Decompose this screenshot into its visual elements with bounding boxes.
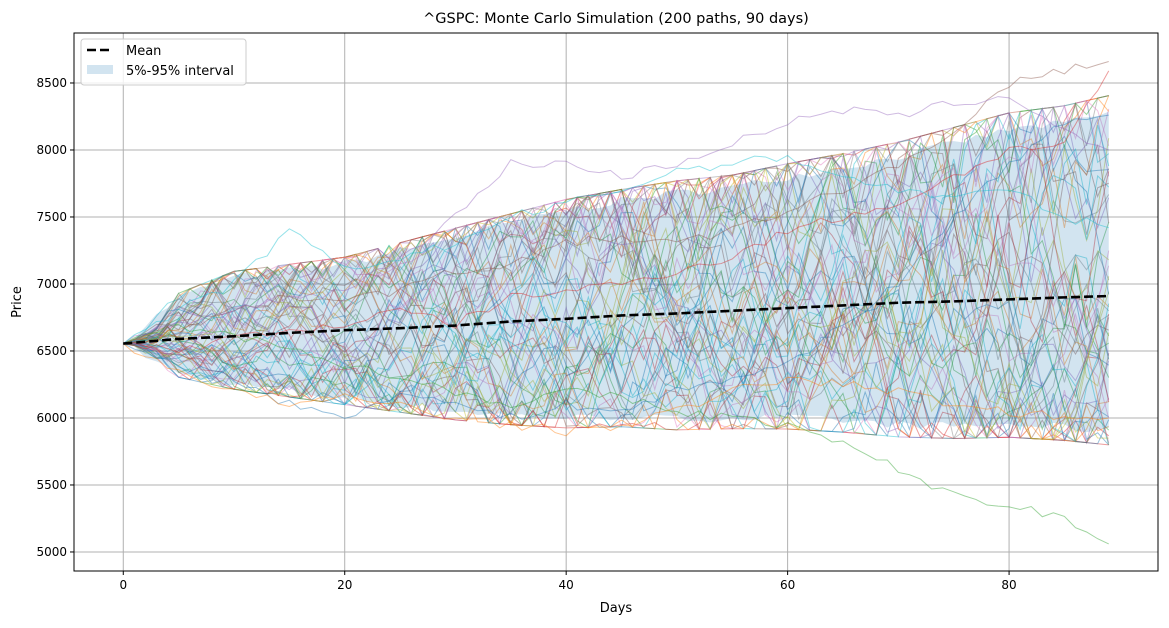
simulation-path [123,173,1110,430]
simulation-path [123,279,1109,446]
simulation-path [123,146,1110,406]
x-axis-label: Days [600,601,633,616]
interval-band [123,111,1109,433]
grid [74,33,1158,571]
simulation-path [123,152,1110,441]
y-tick-label: 6500 [36,344,67,358]
simulation-path [123,103,1110,431]
simulation-path [123,95,1109,379]
simulation-path [123,163,1110,388]
simulation-path [123,232,1110,443]
y-axis-label: Price [10,286,25,318]
simulation-path [123,129,1109,414]
x-tick-label: 80 [1001,578,1016,592]
simulation-path [123,156,1110,419]
mean-line [123,294,1109,345]
simulation-path [123,106,1110,425]
legend-band-label: 5%-95% interval [126,64,234,79]
simulation-path [123,112,1110,430]
simulation-path [123,305,1109,441]
simulation-path [123,208,1110,446]
highlighted-paths [122,61,1110,545]
simulation-path [123,70,1110,354]
simulation-path [123,173,1110,444]
legend: Mean 5%-95% interval [80,38,247,86]
simulation-path [123,114,1110,400]
simulation-path [123,241,1110,440]
y-tick-label: 8000 [36,143,67,157]
simulation-path [123,208,1110,421]
simulation-paths [123,95,1110,446]
simulation-path [123,135,1109,439]
simulation-path [123,108,1110,438]
x-tick-label: 0 [119,578,127,592]
simulation-path [123,114,1109,420]
simulation-path [123,277,1110,443]
simulation-path [123,256,1110,444]
simulation-path [123,95,1109,364]
simulation-path [123,143,1109,362]
simulation-path [123,168,1110,416]
simulation-path [123,162,1110,440]
simulation-path [122,154,1109,344]
plot-frame [73,32,1159,572]
simulation-path [123,99,1110,363]
simulation-path [123,168,1109,439]
simulation-path [123,162,1110,383]
simulation-path [123,324,1109,545]
simulation-path [123,153,1110,441]
simulation-path [123,204,1110,440]
y-tick-label: 7000 [36,277,67,291]
legend-band-swatch [87,65,113,74]
simulation-path [123,171,1110,430]
simulation-path [123,100,1110,345]
chart-title: ^GSPC: Monte Carlo Simulation (200 paths… [423,11,809,27]
simulation-path [123,180,1110,436]
simulation-path [123,139,1110,445]
x-tick-label: 40 [559,578,574,592]
simulation-path [123,210,1109,443]
simulation-path [123,172,1109,443]
simulation-path [123,100,1110,382]
x-tick-label: 60 [780,578,795,592]
y-tick-label: 6000 [36,411,67,425]
legend-mean-label: Mean [126,44,161,59]
simulation-path [123,196,1110,444]
simulation-path [123,165,1110,446]
y-tick-label: 8500 [36,76,67,90]
simulation-path [122,343,1109,437]
simulation-path [123,117,1109,425]
simulation-path [123,109,1110,412]
x-tick-label: 20 [337,578,352,592]
simulation-path [123,95,1110,384]
simulation-path [123,172,1110,440]
simulation-path [123,147,1110,436]
legend-box [80,38,247,86]
simulation-path [123,61,1109,345]
simulation-path [123,134,1110,439]
simulation-path [123,104,1110,374]
simulation-path [123,155,1109,439]
simulation-path [123,190,1110,445]
simulation-path [123,97,1110,403]
simulation-path [123,123,1110,383]
y-tick-label: 5000 [36,545,67,559]
y-tick-label: 5500 [36,478,67,492]
simulation-path [123,107,1110,385]
simulation-path [123,239,1110,431]
simulation-path [123,185,1110,406]
simulation-path [123,255,1110,446]
ticks: 0 20 40 60 80 5000 5500 6000 6500 7000 7500 8000 850… [36,76,1016,592]
simulation-path [123,194,1110,422]
simulation-path [122,96,1109,345]
simulation-path [123,213,1110,429]
simulation-path [123,157,1110,444]
y-tick-label: 7500 [36,210,67,224]
simulation-path [123,149,1110,390]
